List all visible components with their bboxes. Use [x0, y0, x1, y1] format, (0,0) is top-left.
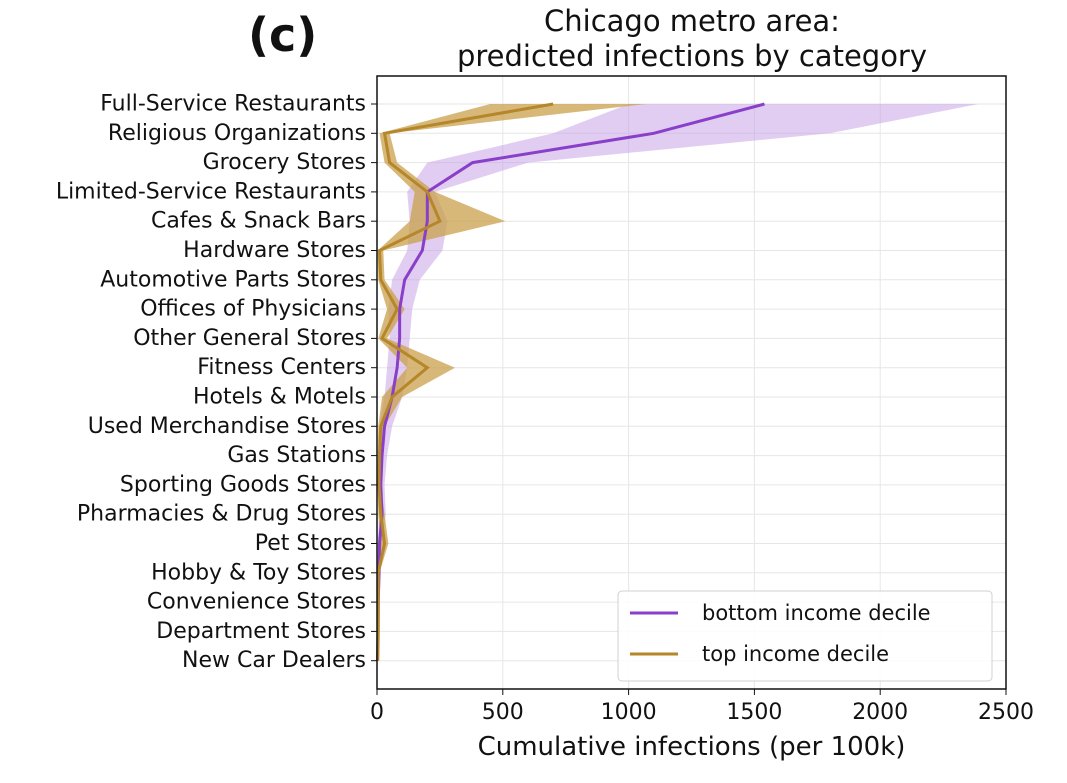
x-tick-label: 500 — [482, 700, 524, 725]
x-tick-label: 1500 — [726, 700, 782, 725]
y-tick-label: Used Merchandise Stores — [88, 414, 366, 439]
series-lines — [376, 102, 765, 661]
y-tick-label: Fitness Centers — [197, 355, 366, 380]
y-tick-label: Gas Stations — [227, 443, 366, 468]
y-tick-label: Hobby & Toy Stores — [151, 560, 366, 585]
x-axis-label: Cumulative infections (per 100k) — [478, 732, 906, 762]
series-line-bottom-income — [376, 102, 765, 661]
y-tick-label: Full-Service Restaurants — [100, 92, 366, 117]
y-tick-label: Other General Stores — [133, 326, 366, 351]
legend: bottom income decile top income decile — [617, 590, 993, 682]
plot-frame — [376, 75, 1007, 690]
y-tick-label: Grocery Stores — [203, 150, 366, 175]
legend-box — [617, 590, 993, 682]
y-tick-label: Offices of Physicians — [140, 297, 366, 322]
x-tick-label: 1000 — [601, 700, 657, 725]
y-tick-label: Hotels & Motels — [193, 385, 366, 410]
legend-label: bottom income decile — [702, 601, 931, 625]
y-tick-label: Hardware Stores — [183, 238, 366, 263]
y-tick-label: Sporting Goods Stores — [120, 472, 366, 497]
grid — [376, 76, 1007, 689]
y-tick-label: Pet Stores — [255, 531, 366, 556]
y-tick-label: New Car Dealers — [182, 648, 366, 673]
y-tick-label: Religious Organizations — [108, 121, 366, 146]
y-tick-label: Automotive Parts Stores — [100, 267, 366, 292]
x-tick-label: 0 — [370, 700, 384, 725]
y-tick-label: Convenience Stores — [147, 590, 366, 615]
x-tick-label: 2000 — [852, 700, 908, 725]
chart-title-line-1: Chicago metro area: — [544, 4, 840, 38]
series-line-top-income — [376, 102, 554, 661]
y-tick-label: Department Stores — [156, 619, 366, 644]
y-tick-label: Limited-Service Restaurants — [56, 179, 366, 204]
x-tick-labels: 0 500 1000 1500 2000 2500 — [370, 689, 1034, 725]
confidence-bands — [377, 104, 979, 661]
confidence-band-top-income — [377, 104, 647, 661]
y-tick-labels: Full-Service Restaurants Religious Organi… — [56, 92, 377, 673]
panel-label: (c) — [248, 8, 318, 62]
confidence-band-bottom-income — [377, 104, 979, 661]
chart-title: Chicago metro area: predicted infections… — [380, 4, 1004, 74]
chart-title-line-2: predicted infections by category — [456, 39, 928, 73]
y-tick-label: Pharmacies & Drug Stores — [77, 502, 366, 527]
x-tick-label: 2500 — [978, 700, 1034, 725]
legend-label: top income decile — [702, 642, 889, 666]
y-tick-label: Cafes & Snack Bars — [151, 209, 366, 234]
